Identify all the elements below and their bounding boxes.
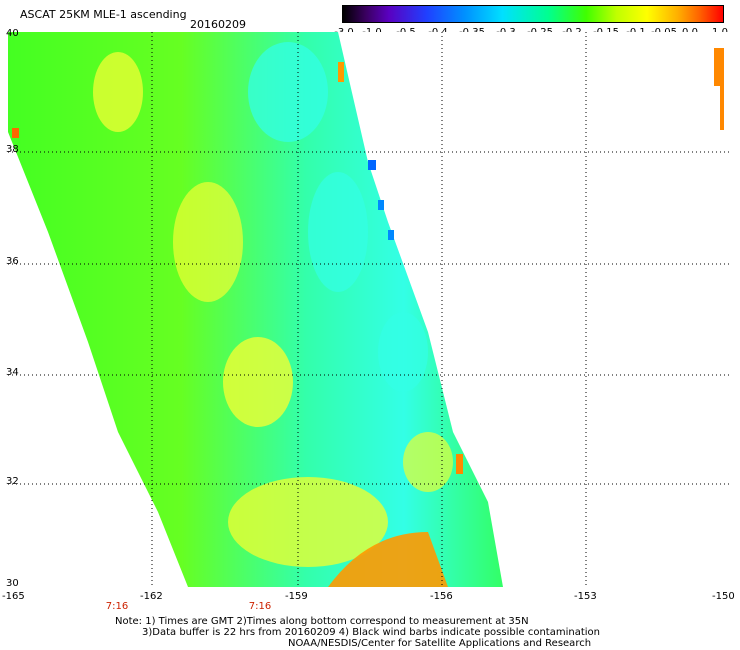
- swath-edge-pixel: [12, 128, 19, 138]
- note-line: NOAA/NESDIS/Center for Satellite Applica…: [288, 638, 592, 649]
- wind-region-cyan: [308, 172, 368, 292]
- lat-lon-grid: [8, 32, 732, 587]
- wind-region-orange: [328, 532, 448, 587]
- wind-region-yellow: [223, 337, 293, 427]
- lon-label: -162: [140, 591, 163, 602]
- lon-label: -165: [2, 591, 25, 602]
- swath-edge-pixel: [338, 62, 344, 82]
- scatterometer-swath: [8, 32, 503, 587]
- time-label: 7:16: [248, 601, 272, 612]
- swath-edge-pixel: [368, 160, 376, 170]
- time-label: 7:16: [105, 601, 129, 612]
- wind-swath-map: [8, 32, 732, 587]
- lon-label: -159: [285, 591, 308, 602]
- wind-region-yellow: [403, 432, 453, 492]
- wind-region-cyan: [378, 312, 428, 392]
- lon-label: -153: [574, 591, 597, 602]
- swath-edge-pixel: [378, 200, 384, 210]
- color-scale-bar: [342, 5, 724, 23]
- lat-label: 38: [6, 144, 19, 155]
- lat-label: 36: [6, 256, 19, 267]
- lat-label: 34: [6, 367, 19, 378]
- map-date: 20160209: [190, 18, 246, 31]
- swath-edge-pixel: [456, 454, 463, 474]
- lat-label: 40: [6, 28, 19, 39]
- lon-label: -156: [430, 591, 453, 602]
- wind-region-yellow: [228, 477, 388, 567]
- wind-region-cyan: [248, 42, 328, 142]
- swath-edge-pixel: [388, 230, 394, 240]
- lat-label: 30: [6, 578, 19, 589]
- wind-region-yellow: [93, 52, 143, 132]
- swath-edge-pixel: [714, 48, 724, 86]
- note-line: Note: 1) Times are GMT 2)Times along bot…: [115, 616, 529, 627]
- lat-label: 32: [6, 476, 19, 487]
- swath-edge-pixel: [720, 86, 724, 130]
- note-line: 3)Data buffer is 22 hrs from 20160209 4)…: [142, 627, 600, 638]
- map-title: ASCAT 25KM MLE-1 ascending: [20, 8, 187, 21]
- wind-region-yellow: [173, 182, 243, 302]
- lon-label: -150: [712, 591, 735, 602]
